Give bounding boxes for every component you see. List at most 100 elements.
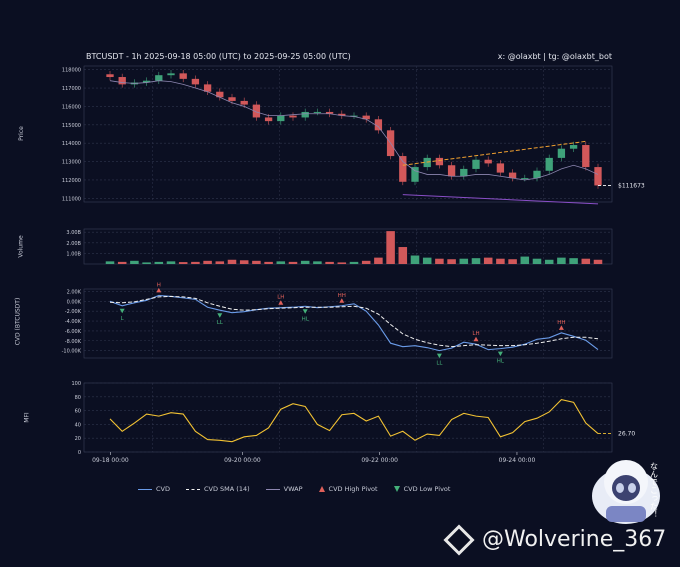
volume-bar: [410, 255, 420, 264]
candle-body: [203, 84, 212, 92]
last-price-label: $111673: [618, 182, 645, 189]
candle-body: [594, 167, 602, 186]
legend-cvd: CVD: [138, 485, 170, 493]
candle-body: [118, 77, 126, 85]
x-tick-label: 09-20 00:00: [224, 457, 261, 464]
cvd-low-pivot-label: LL: [436, 361, 443, 367]
legend-high-pivot: CVD High Pivot: [318, 485, 378, 493]
y-tick-label: 40: [75, 422, 81, 428]
vwap-line: [109, 80, 599, 181]
cvd-low-pivot-marker: [119, 308, 125, 314]
y-tick-label: 20: [75, 436, 81, 442]
cvd-low-pivot-label: L: [121, 316, 125, 322]
volume-panel: 1.00B 2.00B 3.00B: [66, 228, 613, 265]
y-tick-label: 1.00B: [66, 251, 81, 257]
candle-body: [325, 111, 334, 114]
cvd-high-pivot-label: HH: [557, 320, 565, 326]
volume-bar: [532, 258, 542, 264]
y-tick-label: 60: [75, 409, 81, 415]
candle-body: [545, 157, 553, 171]
volume-bar: [252, 260, 261, 264]
volume-bar: [325, 261, 334, 264]
y-tick-label: 114000: [62, 141, 81, 147]
candle-body: [264, 117, 273, 122]
cvd-low-pivot-marker: [217, 313, 223, 318]
y-tick-label: 115000: [62, 123, 81, 129]
volume-bar: [569, 258, 578, 264]
candle-body: [277, 115, 285, 122]
volume-bar: [239, 260, 249, 264]
cvd-low-pivot-marker: [497, 351, 503, 357]
x-tick-label: 09-24 00:00: [499, 457, 536, 464]
panel-frame: [83, 65, 613, 203]
legend: CVD CVD SMA (14) VWAP CVD High Pivot CVD…: [138, 485, 450, 493]
panel-frame: [83, 288, 613, 359]
candle-body: [582, 145, 590, 168]
candle-body: [472, 159, 480, 169]
legend-low-pivot: CVD Low Pivot: [393, 485, 450, 493]
candle-body: [508, 172, 517, 179]
candle-body: [338, 113, 346, 116]
volume-bar: [447, 259, 456, 264]
candle-body: [240, 100, 248, 105]
volume-bar: [398, 247, 408, 264]
candle-body: [301, 111, 309, 118]
volume-bar: [178, 262, 188, 264]
volume-bar: [191, 261, 200, 264]
cvd-panel: 2.00K 0.00K -2.00K -4.00K -6.00K -8.00K -10.00…: [62, 282, 613, 367]
candle-body: [167, 73, 175, 76]
volume-bar: [496, 258, 505, 264]
volume-bar: [374, 257, 383, 264]
watermark-text: @Wolverine_367: [482, 527, 667, 552]
candle-body: [447, 165, 456, 177]
candle-body: [569, 145, 578, 149]
volume-bar: [508, 259, 517, 264]
candle-body: [362, 115, 370, 120]
volume-bar: [544, 259, 554, 264]
mfi-last-label: 26.70: [618, 431, 635, 438]
volume-bar: [215, 261, 225, 264]
y-tick-label: -2.00K: [65, 309, 82, 315]
y-tick-label: 111000: [62, 196, 81, 202]
volume-bar: [166, 261, 176, 264]
candle-body: [399, 156, 407, 182]
y-tick-label: 2.00K: [67, 289, 82, 295]
x-tick-label: 09-22 00:00: [361, 457, 398, 464]
upper-trendline: [402, 140, 586, 166]
cvd-high-pivot-label: LH: [277, 295, 284, 301]
volume-bar: [105, 261, 115, 264]
cvd-high-pivot-marker: [156, 287, 162, 293]
candle-body: [252, 104, 261, 118]
y-tick-label: 2.00B: [66, 241, 81, 247]
volume-bar: [142, 262, 151, 264]
candle-body: [289, 115, 297, 118]
volume-bar: [117, 261, 127, 264]
volume-bar: [593, 259, 603, 264]
volume-bar: [313, 261, 322, 264]
volume-bar: [264, 261, 273, 264]
legend-cvd-sma: CVD SMA (14): [186, 485, 250, 493]
volume-bar: [227, 259, 237, 264]
volume-bar: [337, 262, 347, 264]
volume-bar: [203, 260, 212, 264]
y-tick-label: 3.00B: [66, 230, 81, 236]
cvd-high-pivot-label: HH: [338, 293, 346, 299]
y-tick-label: 113000: [62, 160, 81, 166]
watermark: @Wolverine_367: [443, 523, 667, 556]
volume-bar: [483, 257, 493, 264]
volume-bar: [130, 260, 139, 264]
candle-body: [106, 74, 114, 78]
mfi-line: [109, 398, 599, 443]
x-tick-label: 09-18 00:00: [92, 457, 129, 464]
candle-body: [313, 111, 322, 113]
y-tick-label: 100: [71, 381, 81, 387]
volume-bar: [386, 231, 395, 264]
volume-bar: [349, 261, 359, 264]
price-panel: 111000 112000 113000 114000 115000 116000 1170…: [62, 65, 645, 205]
cvd-low-pivot-label: HL: [302, 316, 310, 322]
candle-body: [521, 178, 529, 180]
volume-bar: [471, 258, 481, 264]
volume-bar: [435, 258, 444, 264]
diamond-logo-icon: [443, 523, 475, 556]
candle-body: [191, 78, 200, 85]
